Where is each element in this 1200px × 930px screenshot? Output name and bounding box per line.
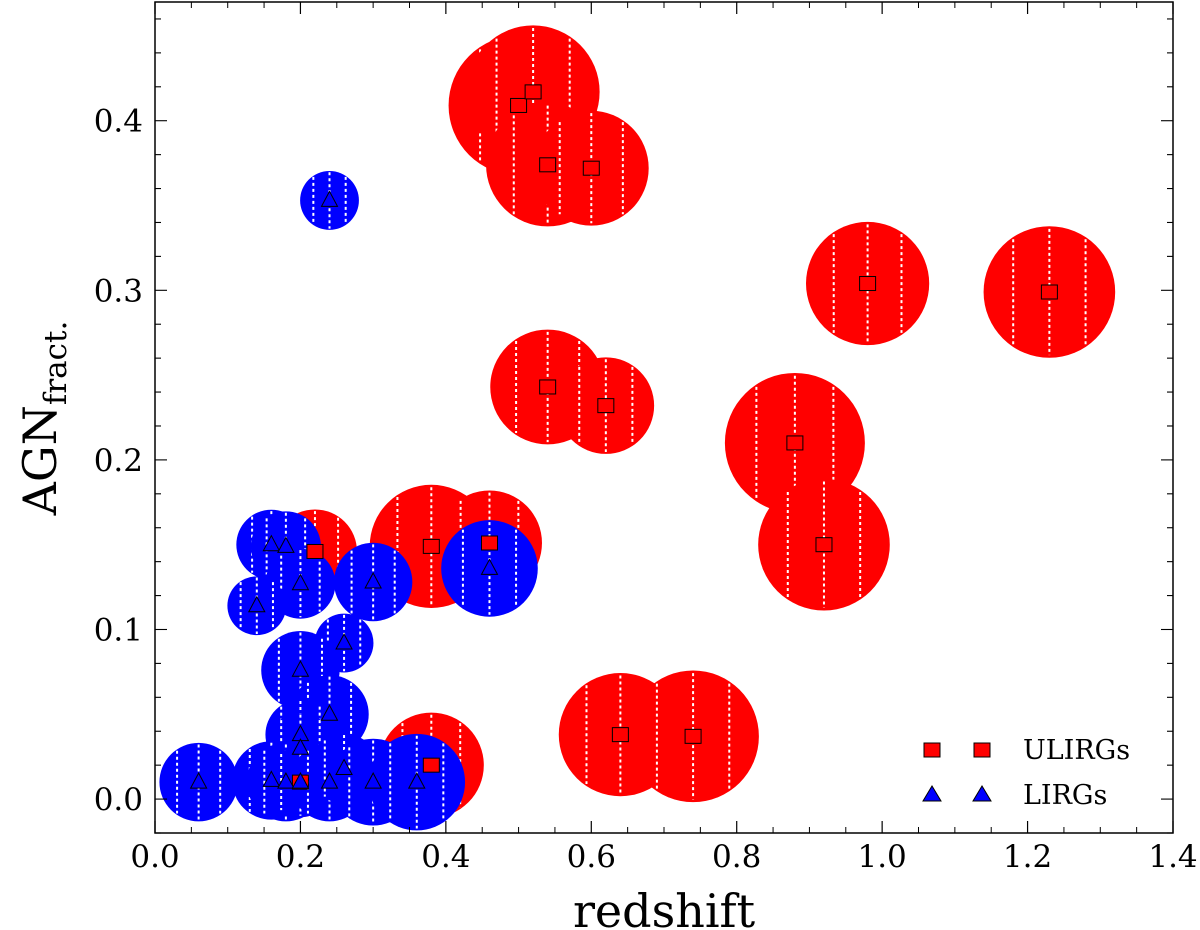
- marker-layer: [189, 84, 1058, 790]
- legend-label: ULIRGs: [1023, 735, 1130, 766]
- lirg-point: [320, 704, 339, 721]
- ulirg-point: [422, 538, 440, 554]
- lirg-point: [320, 190, 339, 207]
- lirg-point: [291, 573, 310, 591]
- ulirg-point: [815, 537, 833, 553]
- lirg-point: [335, 632, 353, 650]
- y-axis-title-main: AGN: [13, 405, 67, 516]
- lirg-point: [320, 772, 339, 789]
- y-tick-label: 0.3: [94, 273, 143, 309]
- ulirg-point: [859, 276, 877, 292]
- lirg-point: [262, 770, 281, 787]
- ulirg-point: [1040, 284, 1058, 300]
- x-tick-label: 0.6: [567, 839, 616, 875]
- ulirg-point: [539, 157, 557, 173]
- ulirg-point: [480, 535, 498, 551]
- legend-marker-lirgs: [922, 785, 942, 802]
- ulirg-point: [597, 398, 615, 414]
- x-tick-label: 1.4: [1148, 839, 1197, 875]
- legend-marker-ulirgs: [973, 742, 991, 758]
- halo-layer-ulirgs: [265, 25, 1116, 818]
- ulirg-point: [539, 379, 557, 395]
- x-axis-title: redshift: [573, 884, 756, 930]
- y-tick-label: 0.1: [94, 612, 143, 648]
- ulirg-point: [524, 84, 542, 100]
- legend-marker-lirgs: [972, 785, 992, 802]
- x-ticks: 0.0 0.2 0.4 0.6 0.8 1.0 1.2 1.4: [130, 2, 1198, 875]
- x-tick-label: 1.0: [857, 839, 906, 875]
- y-tick-label: 0.0: [94, 782, 143, 818]
- lirg-point: [364, 571, 382, 589]
- ulirg-point: [582, 160, 600, 176]
- x-tick-label: 0.8: [712, 839, 761, 875]
- lirg-point: [291, 772, 310, 789]
- lirg-point: [291, 738, 310, 755]
- ulirg-point: [611, 727, 629, 743]
- lirg-point: [247, 595, 266, 613]
- lirg-point: [262, 534, 281, 552]
- legend: ULIRGs LIRGs: [922, 735, 1130, 811]
- x-tick-label: 0.4: [421, 839, 470, 875]
- y-axis-title: AGNfract.: [13, 321, 74, 517]
- ulirg-point: [306, 543, 324, 559]
- ulirg-point: [786, 435, 804, 451]
- lirg-point: [277, 772, 295, 789]
- x-tick-label: 0.0: [130, 839, 179, 875]
- lirg-point: [335, 758, 353, 776]
- legend-label: LIRGs: [1023, 780, 1107, 811]
- y-tick-label: 0.2: [94, 443, 143, 479]
- lirg-point: [189, 772, 208, 789]
- ulirg-point: [684, 728, 702, 744]
- lirg-point: [364, 772, 382, 789]
- y-axis-title-subscript: fract.: [38, 321, 74, 405]
- y-ticks: 0.0 0.1 0.2 0.3 0.4: [94, 18, 1173, 834]
- ulirg-point: [422, 757, 440, 773]
- x-tick-label: 1.2: [1003, 839, 1052, 875]
- lirg-point: [480, 558, 499, 575]
- legend-marker-ulirgs: [923, 742, 941, 758]
- lirg-point: [277, 536, 295, 553]
- y-tick-label: 0.4: [94, 104, 143, 140]
- x-tick-label: 0.2: [276, 839, 325, 875]
- ulirg-point: [510, 97, 528, 113]
- lirg-point: [291, 660, 310, 677]
- lirg-point: [407, 772, 426, 789]
